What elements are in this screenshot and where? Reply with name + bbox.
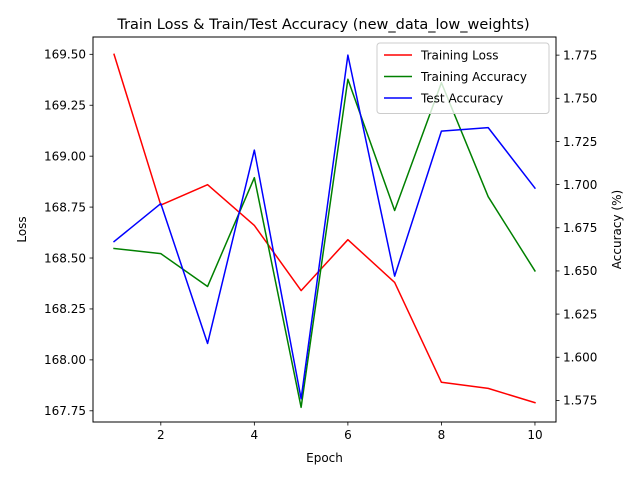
y-right-tick-label: 1.625 bbox=[563, 307, 597, 321]
y-left-tick-label: 168.00 bbox=[44, 353, 86, 367]
y-left-tick-label: 167.75 bbox=[44, 404, 86, 418]
plot-area bbox=[112, 53, 537, 409]
y-right-tick-label: 1.750 bbox=[563, 92, 597, 106]
legend-label-0: Training Loss bbox=[420, 48, 498, 62]
y-right-tick-label: 1.575 bbox=[563, 394, 597, 408]
series-line-1 bbox=[113, 78, 536, 409]
chart-title: Train Loss & Train/Test Accuracy (new_da… bbox=[116, 17, 529, 33]
x-tick-label: 4 bbox=[251, 428, 259, 442]
legend: Training Loss Training Accuracy Test Accur… bbox=[376, 42, 550, 114]
y-right-tick-label: 1.650 bbox=[563, 264, 597, 278]
x-tick-label: 8 bbox=[438, 428, 446, 442]
x-axis: 2 4 6 8 10 bbox=[157, 422, 543, 442]
y-left-tick-label: 168.75 bbox=[44, 200, 86, 214]
plot-frame bbox=[92, 36, 557, 423]
y-left-tick-label: 169.00 bbox=[44, 149, 86, 163]
y-axis-right-label: Accuracy (%) bbox=[610, 190, 624, 269]
series-line-2 bbox=[112, 54, 537, 400]
y-axis-left: 167.75 168.00 168.25 168.50 168.75 169.00 169.… bbox=[44, 48, 93, 418]
x-tick-label: 10 bbox=[527, 428, 542, 442]
y-left-tick-label: 168.25 bbox=[44, 302, 86, 316]
y-right-tick-label: 1.725 bbox=[563, 135, 597, 149]
y-axis-right: 1.575 1.600 1.625 1.650 1.675 1.700 1.725 1.750… bbox=[556, 48, 597, 408]
y-right-tick-label: 1.600 bbox=[563, 351, 597, 365]
x-tick-label: 6 bbox=[344, 428, 352, 442]
y-left-tick-label: 168.50 bbox=[44, 251, 86, 265]
y-left-tick-label: 169.50 bbox=[44, 48, 86, 62]
legend-label-2: Test Accuracy bbox=[420, 91, 503, 105]
legend-label-1: Training Accuracy bbox=[420, 70, 527, 84]
y-left-tick-label: 169.25 bbox=[44, 99, 86, 113]
legend-box bbox=[376, 42, 550, 114]
x-tick-label: 2 bbox=[157, 428, 165, 442]
y-axis-left-label: Loss bbox=[15, 216, 29, 242]
x-axis-label: Epoch bbox=[306, 451, 343, 465]
y-right-tick-label: 1.675 bbox=[563, 221, 597, 235]
y-right-tick-label: 1.775 bbox=[563, 48, 597, 62]
series-line-0 bbox=[113, 53, 536, 404]
y-right-tick-label: 1.700 bbox=[563, 178, 597, 192]
